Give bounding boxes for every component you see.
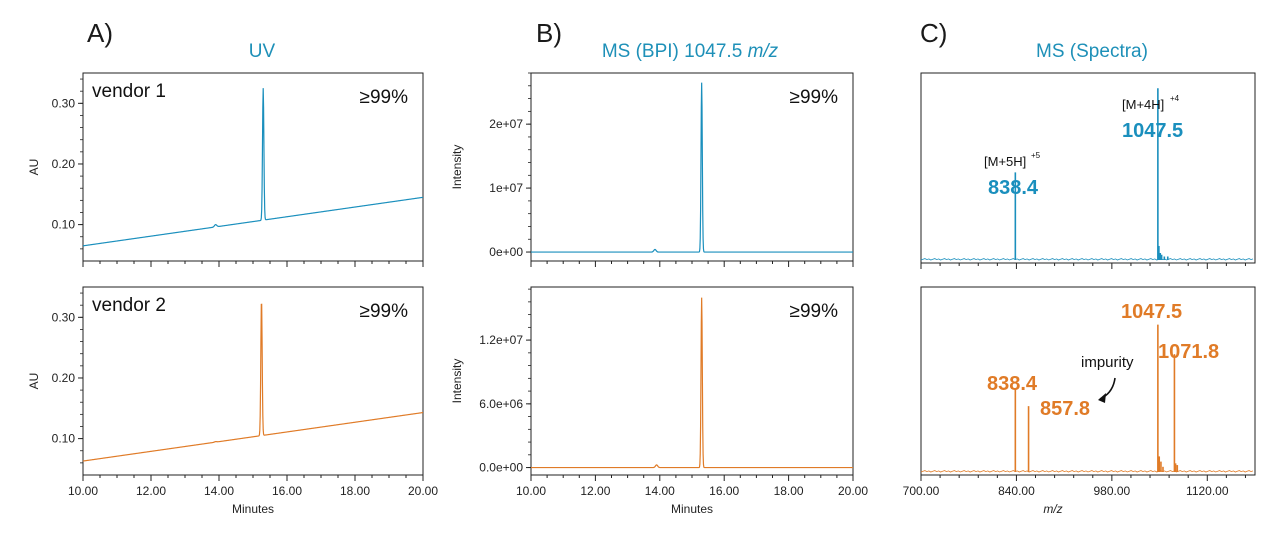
ion-charge-5: +5 [1031,151,1041,160]
chromatogram-trace [531,297,853,469]
purity-label: ≥99% [360,87,409,108]
y-tick-label: 0.10 [52,218,76,232]
panel-b-title-main: MS (BPI) 1047.5 [602,41,748,62]
impurity-arrowhead [1098,393,1106,403]
panel-c-letter: C) [920,18,947,48]
ms-vendor2-chart: 700.00 840.00 980.00 1120.00 m/z 1047.5 1071.8… [903,286,1256,516]
ion-label-m5h: [M+5H] [984,154,1026,169]
y-tick-label: 1.2e+07 [479,333,523,347]
uv-vendor2-chart: 10.00 12.00 14.00 16.00 18.00 20.00 0.10 0.20 0.… [27,286,438,516]
x-axis-label: m/z [1043,502,1062,516]
plot-frame [920,286,1256,476]
purity-label: ≥99% [790,301,839,322]
x-tick-label: 20.00 [838,484,868,498]
bpi-vendor2-chart: 10.00 12.00 14.00 16.00 18.00 20.00 0.0e+00 6.0… [450,286,868,516]
panel-b-title: MS (BPI) 1047.5 m/z [602,41,779,62]
y-axis-label: Intensity [450,145,464,190]
y-tick-label: 0.10 [52,432,76,446]
x-tick-label: 980.00 [1094,484,1131,498]
panel-c-title: MS (Spectra) [1036,41,1148,62]
ion-label-m4h: [M+4H] [1122,97,1164,112]
x-tick-label: 840.00 [998,484,1035,498]
plot-frame [920,72,1256,264]
x-tick-label: 20.00 [408,484,438,498]
x-tick-label: 14.00 [204,484,234,498]
panel-b-title-italic: m/z [748,41,779,62]
vendor-label: vendor 2 [92,295,166,316]
y-axis-label: AU [27,373,41,390]
panel-b-letter: B) [536,18,562,48]
impurity-label: impurity [1081,354,1134,371]
panel-a-letter: A) [87,18,113,48]
y-tick-label: 0.20 [52,157,76,171]
peak-label-838: 838.4 [988,177,1039,199]
ion-charge-4: +4 [1170,94,1180,103]
peak-label-1047: 1047.5 [1121,301,1182,323]
peak-label-838: 838.4 [987,373,1038,395]
y-tick-label: 0.30 [52,96,76,110]
spectrum-baseline [920,258,1254,261]
x-tick-label: 18.00 [774,484,804,498]
panel-a-title: UV [249,41,276,62]
peak-label-1071: 1071.8 [1158,341,1219,363]
spectrum-baseline [920,470,1254,473]
uv-vendor1-chart: 0.10 0.20 0.30 AU vendor 1 ≥99% [27,72,424,267]
y-axis-label: AU [27,159,41,176]
x-axis-label: Minutes [232,502,274,516]
x-tick-label: 16.00 [709,484,739,498]
y-tick-label: 0.20 [52,371,76,385]
purity-label: ≥99% [360,301,409,322]
x-tick-label: 10.00 [68,484,98,498]
impurity-arrow [1099,377,1116,400]
x-tick-label: 700.00 [903,484,940,498]
y-tick-label: 0.0e+00 [479,461,523,475]
x-tick-label: 1120.00 [1186,484,1229,498]
x-tick-label: 10.00 [516,484,546,498]
purity-label: ≥99% [790,87,839,108]
ms-vendor1-chart: [M+5H] +5 838.4 [M+4H] +4 1047.5 [920,72,1256,269]
y-tick-label: 6.0e+06 [479,397,523,411]
peak-label-1047: 1047.5 [1122,120,1183,142]
x-tick-label: 16.00 [272,484,302,498]
chromatogram-trace [82,303,424,462]
bpi-vendor1-chart: 0e+00 1e+07 2e+07 Intensity ≥99% [450,72,854,267]
y-tick-label: 0.30 [52,310,76,324]
x-tick-label: 18.00 [340,484,370,498]
y-tick-label: 0e+00 [489,245,523,259]
y-axis-label: Intensity [450,359,464,404]
chromatogram-trace [82,88,424,247]
y-tick-label: 1e+07 [489,181,523,195]
x-axis-label: Minutes [671,502,713,516]
x-tick-label: 14.00 [645,484,675,498]
x-tick-label: 12.00 [580,484,610,498]
chromatogram-trace [531,82,853,253]
x-tick-label: 12.00 [136,484,166,498]
vendor-label: vendor 1 [92,81,166,102]
peak-label-857: 857.8 [1040,398,1090,420]
y-tick-label: 2e+07 [489,117,523,131]
